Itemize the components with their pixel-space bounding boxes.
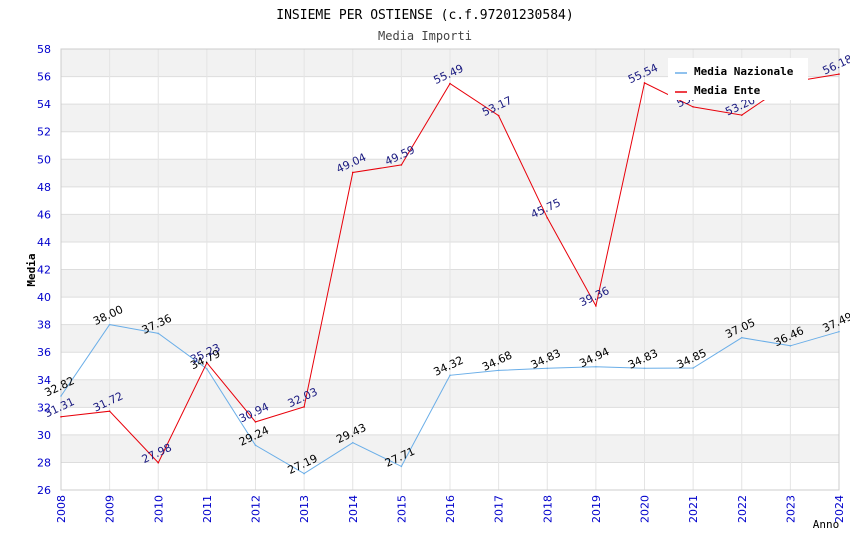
x-tick-label: 2011 [201,495,214,523]
data-point [157,462,159,464]
data-point [644,82,646,84]
legend: Media Nazionale Media Ente [668,58,808,100]
data-point [352,442,354,444]
y-tick-label: 46 [37,208,51,221]
data-point [401,466,403,468]
data-point [60,416,62,418]
legend-label-media-nazionale: Media Nazionale [694,65,794,78]
x-tick-label: 2016 [444,495,457,523]
y-tick-label: 48 [37,181,51,194]
y-tick-label: 38 [37,319,51,332]
data-point [255,421,257,423]
x-tick-label: 2015 [395,495,408,523]
y-tick-label: 30 [37,429,51,442]
data-point [741,114,743,116]
data-point [498,370,500,372]
data-point [595,305,597,307]
x-tick-label: 2013 [298,495,311,523]
x-tick-label: 2012 [250,495,263,523]
y-tick-label: 28 [37,456,51,469]
data-point [546,368,548,370]
data-point [157,333,159,335]
y-tick-label: 56 [37,71,51,84]
data-point [449,83,451,85]
y-tick-label: 54 [37,98,51,111]
x-tick-label: 2014 [347,495,360,523]
x-tick-label: 2023 [784,495,797,523]
data-point [60,395,62,397]
y-tick-label: 36 [37,346,51,359]
data-point [644,368,646,370]
data-point [255,445,257,447]
data-point [595,366,597,368]
y-tick-label: 52 [37,126,51,139]
x-tick-label: 2019 [590,495,603,523]
x-tick-label: 2017 [493,495,506,523]
y-tick-label: 42 [37,264,51,277]
data-point [692,106,694,108]
x-axis: 2008 2009 2010 2011 2012 2013 2014 2015 2016 2017… [55,495,846,523]
data-point [109,410,111,412]
data-point [449,375,451,377]
data-point [498,115,500,117]
y-tick-label: 40 [37,291,51,304]
x-tick-label: 2020 [639,495,652,523]
data-point [692,367,694,369]
data-point [109,324,111,326]
x-tick-label: 2008 [55,495,68,523]
x-tick-label: 2022 [736,495,749,523]
legend-label-media-ente: Media Ente [694,84,761,97]
data-point [206,368,208,370]
chart: INSIEME PER OSTIENSE (c.f.97201230584) M… [0,0,850,550]
y-axis-label: Media [25,253,38,286]
data-point [546,217,548,219]
chart-title: INSIEME PER OSTIENSE (c.f.97201230584) [276,8,573,23]
data-point [303,473,305,475]
chart-subtitle: Media Importi [378,29,472,43]
data-point [401,164,403,166]
data-point [838,73,840,75]
x-axis-label: Anno [813,518,840,531]
y-tick-label: 44 [37,236,51,249]
data-point [741,337,743,339]
y-tick-label: 26 [37,484,51,497]
x-tick-label: 2009 [104,495,117,523]
x-tick-label: 2021 [687,495,700,523]
y-tick-label: 58 [37,43,51,56]
data-point [790,345,792,347]
data-point [838,331,840,333]
x-tick-label: 2018 [541,495,554,523]
x-tick-label: 2010 [152,495,165,523]
data-point [352,172,354,174]
y-tick-label: 50 [37,153,51,166]
data-point [303,406,305,408]
